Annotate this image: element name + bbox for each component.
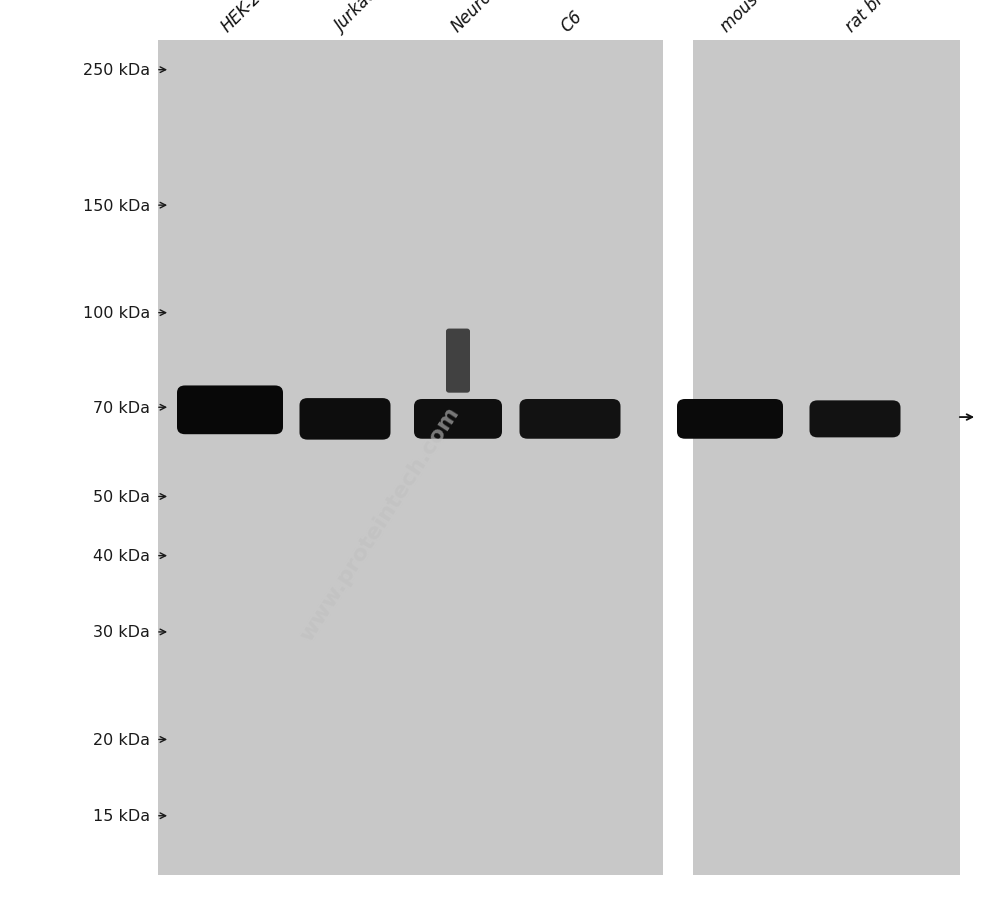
Text: www.proteintech.com: www.proteintech.com — [297, 402, 463, 644]
Text: 100 kDa: 100 kDa — [83, 306, 150, 321]
Text: mouse brain: mouse brain — [717, 0, 803, 36]
FancyBboxPatch shape — [693, 41, 960, 875]
Text: 15 kDa: 15 kDa — [93, 808, 150, 824]
Text: 50 kDa: 50 kDa — [93, 490, 150, 504]
FancyBboxPatch shape — [300, 399, 390, 440]
Text: 150 kDa: 150 kDa — [83, 198, 150, 214]
Text: 20 kDa: 20 kDa — [93, 732, 150, 747]
Text: Jurkat: Jurkat — [332, 0, 379, 36]
Text: 30 kDa: 30 kDa — [93, 625, 150, 640]
FancyBboxPatch shape — [446, 329, 470, 393]
FancyBboxPatch shape — [677, 400, 783, 439]
Text: 250 kDa: 250 kDa — [83, 63, 150, 78]
FancyBboxPatch shape — [810, 400, 900, 437]
Text: C6: C6 — [557, 7, 586, 36]
FancyBboxPatch shape — [177, 386, 283, 435]
Text: HEK-293: HEK-293 — [217, 0, 280, 36]
Text: 70 kDa: 70 kDa — [93, 400, 150, 415]
Text: 40 kDa: 40 kDa — [93, 548, 150, 564]
Text: Neuro-2a: Neuro-2a — [447, 0, 514, 36]
FancyBboxPatch shape — [520, 400, 620, 439]
FancyBboxPatch shape — [414, 400, 502, 439]
Text: rat brain: rat brain — [842, 0, 906, 36]
FancyBboxPatch shape — [158, 41, 663, 875]
